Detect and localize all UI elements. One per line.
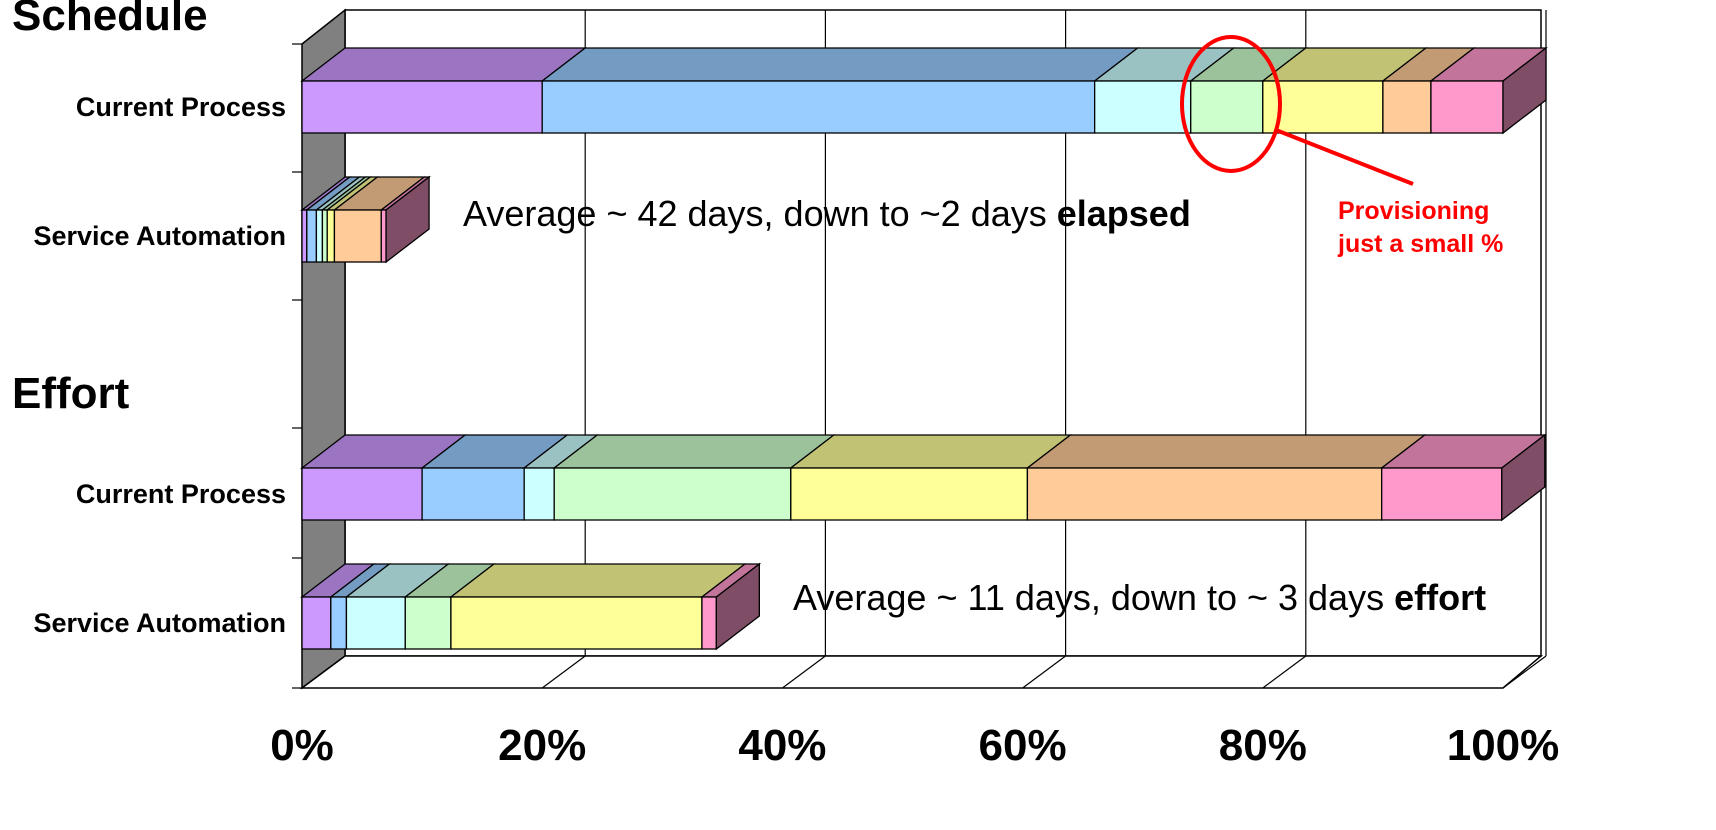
bar-group xyxy=(300,175,431,264)
gridline-floor xyxy=(1502,655,1547,689)
bar-segment xyxy=(1382,80,1432,134)
x-tick-label: 100% xyxy=(1447,721,1560,770)
effort-note: Average ~ 11 days, down to ~ 3 days effo… xyxy=(793,577,1486,618)
bar-segment-side xyxy=(385,175,430,264)
x-axis-labels: 0% 20% 40% 60% 80% 100% xyxy=(270,721,1559,770)
bar-segment-side xyxy=(1501,433,1546,522)
gridline-floor xyxy=(1022,655,1066,689)
x-tick-label: 0% xyxy=(270,721,334,770)
bar-segment-top xyxy=(552,434,836,469)
gridline-floor xyxy=(541,655,586,689)
bar-segment xyxy=(321,209,328,263)
bar-group xyxy=(300,46,1548,135)
bar-segment xyxy=(1430,80,1504,134)
bar-segment-top xyxy=(540,47,1140,82)
gridline-floor xyxy=(1262,655,1307,689)
schedule-note-text: Average ~ 42 days, down to ~2 days xyxy=(463,193,1057,234)
bar-segment xyxy=(330,596,348,650)
category-labels: Current Process Service Automation Current… xyxy=(33,92,286,638)
effort-note-bold: effort xyxy=(1394,577,1486,618)
bar-group xyxy=(300,433,1547,522)
category-label: Service Automation xyxy=(33,221,286,251)
bar-segment xyxy=(523,467,555,521)
floor xyxy=(299,655,1544,689)
y-axis-ticks xyxy=(292,43,302,689)
bar-segment xyxy=(306,209,318,263)
bar-segment-top xyxy=(1025,434,1427,469)
bar-segment xyxy=(790,467,1029,521)
schedule-note: Average ~ 42 days, down to ~2 days elaps… xyxy=(463,193,1191,234)
bar-segment xyxy=(301,467,423,521)
bar-segment xyxy=(404,596,452,650)
callout-line-1: Provisioning xyxy=(1338,197,1489,225)
category-label: Current Process xyxy=(76,92,286,122)
x-tick-label: 60% xyxy=(979,721,1067,770)
bar-segment xyxy=(315,209,324,263)
schedule-note-bold: elapsed xyxy=(1057,193,1191,234)
bar-segment xyxy=(1026,467,1383,521)
bar-segment-side xyxy=(715,562,760,651)
x-tick-label: 20% xyxy=(498,721,586,770)
bar-segment xyxy=(1190,80,1264,134)
bar-segment xyxy=(553,467,792,521)
bar-segment xyxy=(450,596,703,650)
bar-segment-top xyxy=(449,563,747,598)
bar-segment xyxy=(1094,80,1192,134)
bar-segment-side xyxy=(1502,46,1547,135)
callout-line xyxy=(1275,128,1414,186)
bar-segment xyxy=(301,596,332,650)
bar-segment xyxy=(701,596,717,650)
x-tick-label: 80% xyxy=(1219,721,1307,770)
bars xyxy=(300,46,1548,651)
callout-line-2: just a small % xyxy=(1337,230,1503,258)
bar-segment xyxy=(1262,80,1384,134)
bar-group xyxy=(300,562,762,651)
x-tick-label: 40% xyxy=(738,721,826,770)
bar-segment xyxy=(1381,467,1503,521)
gridline-floor xyxy=(782,655,826,689)
bar-segment xyxy=(421,467,525,521)
category-label: Current Process xyxy=(76,479,286,509)
category-label: Service Automation xyxy=(33,608,286,638)
bar-segment xyxy=(380,209,387,263)
bar-segment xyxy=(333,209,382,263)
bar-segment xyxy=(301,209,308,263)
bar-segment xyxy=(301,80,543,134)
bar-segment-top xyxy=(788,434,1073,469)
bar-segment-top xyxy=(300,47,588,82)
bar-segment xyxy=(541,80,1096,134)
callout-ellipse xyxy=(1180,35,1282,173)
bar-segment xyxy=(345,596,406,650)
effort-note-text: Average ~ 11 days, down to ~ 3 days xyxy=(793,577,1394,618)
section-title-effort: Effort xyxy=(12,369,130,418)
section-title-schedule: Schedule xyxy=(12,0,208,40)
bar-segment xyxy=(326,209,336,263)
